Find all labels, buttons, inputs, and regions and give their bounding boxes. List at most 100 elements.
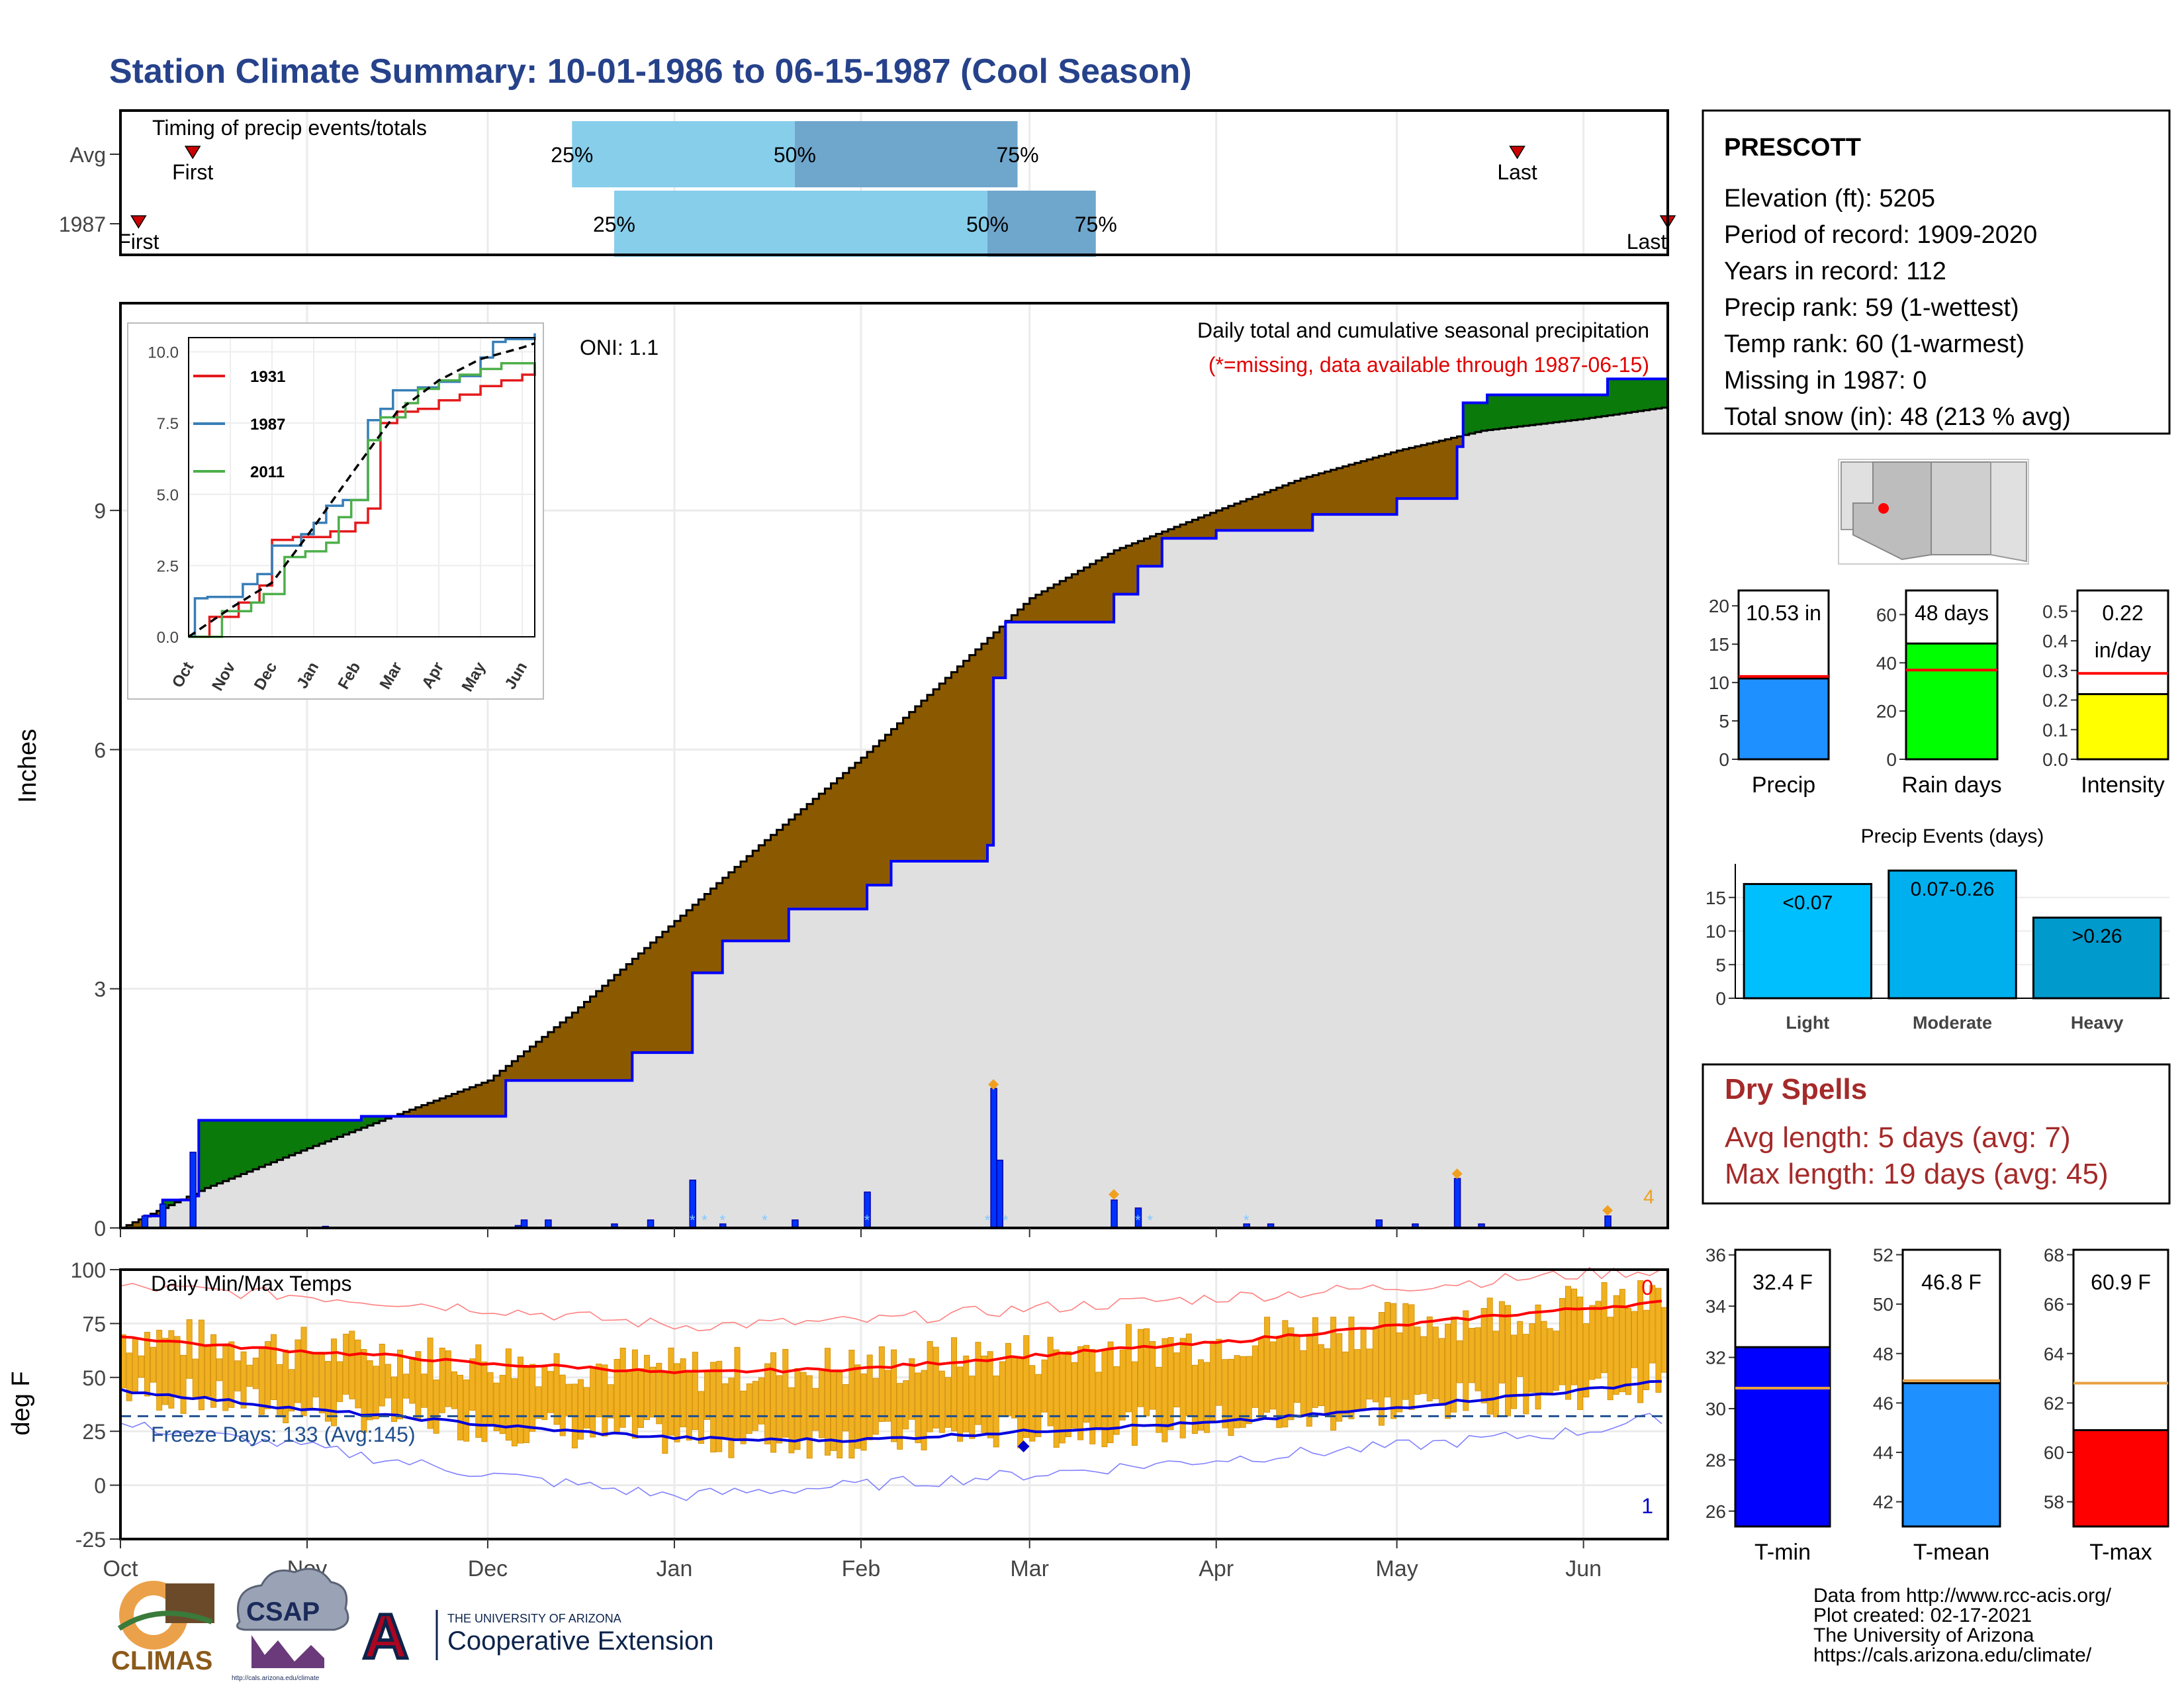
inset-y-tick: 7.5 <box>157 415 179 433</box>
daily-temp-bar <box>1432 1327 1439 1399</box>
daily-temp-bar <box>1408 1304 1415 1410</box>
daily-temp-bar <box>1529 1323 1535 1393</box>
departure-segment <box>734 867 741 941</box>
departure-segment <box>1475 402 1482 432</box>
cumulative-fill-segment <box>541 1080 549 1228</box>
small-y-tick: 60 <box>2044 1442 2064 1463</box>
cumulative-fill-segment <box>903 861 910 1228</box>
daily-temp-bar <box>891 1349 897 1442</box>
cumulative-fill-segment <box>975 861 982 1228</box>
departure-segment <box>529 1047 537 1081</box>
departure-segment <box>1571 395 1578 420</box>
cumulative-fill-segment <box>1385 514 1392 1228</box>
departure-segment <box>1625 379 1633 413</box>
cumulative-fill-segment <box>1414 498 1422 1228</box>
footer-line: Data from http://www.rcc-acis.org/ <box>1813 1585 2112 1607</box>
daily-temp-bar <box>704 1371 711 1420</box>
observed-cumulative-line <box>120 377 1669 1229</box>
daily-temp-bar <box>758 1377 764 1425</box>
daily-temp-bar <box>1631 1311 1638 1368</box>
daily-temp-bar <box>192 1358 199 1400</box>
cumulative-fill-segment <box>1408 498 1416 1228</box>
footer-line: Plot created: 02-17-2021 <box>1813 1605 2032 1626</box>
inset-frame <box>188 337 535 637</box>
departure-segment <box>355 1120 362 1131</box>
daily-temp-bar <box>271 1334 277 1400</box>
daily-temp-bar <box>770 1352 777 1453</box>
event-category-label: Moderate <box>1913 1013 1992 1033</box>
cumulative-fill-segment <box>180 1199 187 1228</box>
cumulative-fill-segment <box>1601 416 1608 1228</box>
cumulative-fill-segment <box>1565 420 1572 1228</box>
cumulative-fill-segment <box>734 941 741 1228</box>
temp-y-tick: 100 <box>71 1258 106 1282</box>
cumulative-fill-segment <box>1144 566 1151 1228</box>
daily-temp-bar <box>1173 1352 1180 1407</box>
daily-temp-bar <box>1517 1321 1524 1377</box>
daily-temp-bar <box>1107 1341 1114 1444</box>
departure-segment <box>1288 483 1295 531</box>
daily-temp-bar <box>1451 1316 1457 1413</box>
cumulative-fill-segment <box>776 941 784 1228</box>
departure-segment <box>379 1116 386 1121</box>
daily-temp-bar <box>1005 1342 1011 1417</box>
daily-temp-bar <box>818 1369 825 1438</box>
departure-segment <box>1493 395 1500 430</box>
cumulative-fill-segment <box>848 909 856 1228</box>
daily-temp-bar <box>878 1346 885 1422</box>
daily-temp-bar <box>144 1332 150 1397</box>
last-event-label: Last <box>1497 160 1537 184</box>
departure-segment <box>951 672 958 862</box>
cumulative-fill-segment <box>1396 498 1404 1228</box>
small-y-tick: 10 <box>1709 673 1729 693</box>
snow-flag: * <box>762 1212 768 1229</box>
departure-segment <box>1505 395 1512 428</box>
daily-temp-bar <box>1420 1336 1427 1394</box>
cumulative-fill-segment <box>523 1080 531 1228</box>
cumulative-fill-segment <box>1439 498 1446 1228</box>
cumulative-fill-segment <box>1204 538 1211 1229</box>
departure-segment <box>987 637 994 845</box>
departure-segment <box>457 1092 465 1117</box>
daily-temp-bar <box>577 1379 584 1440</box>
departure-segment <box>1161 531 1169 539</box>
daily-precip-bar <box>996 1159 1003 1229</box>
daily-temp-bar <box>619 1348 626 1428</box>
timing-row-label: 1987 <box>59 212 106 236</box>
ua-logo-bottom: Cooperative Extension <box>447 1626 713 1656</box>
departure-segment <box>1167 529 1175 539</box>
record-max-line <box>120 1266 1662 1332</box>
departure-segment <box>1312 475 1319 515</box>
daily-temp-bar <box>999 1361 1005 1417</box>
daily-temp-bar <box>1360 1329 1367 1409</box>
daily-temp-bar <box>385 1364 391 1399</box>
cumulative-fill-segment <box>747 941 753 1228</box>
departure-segment <box>1396 450 1404 499</box>
daily-temp-bar <box>1023 1335 1030 1438</box>
daily-temp-bar <box>246 1364 253 1387</box>
departure-segment <box>506 1066 512 1081</box>
y-tick-label: 6 <box>94 738 106 762</box>
cumulative-fill-segment <box>325 1141 332 1228</box>
departure-segment <box>469 1087 477 1117</box>
daily-temp-bar <box>204 1345 210 1397</box>
cumulative-fill-segment <box>1083 622 1091 1228</box>
departure-segment <box>945 678 952 862</box>
daily-temp-bar <box>390 1376 397 1423</box>
departure-segment <box>1144 538 1151 567</box>
daily-temp-bar <box>1276 1335 1283 1429</box>
inset-series-line <box>189 361 536 638</box>
daily-precip-bar <box>141 1215 149 1229</box>
daily-temp-bar <box>427 1337 433 1429</box>
departure-segment <box>421 1105 428 1117</box>
daily-temp-bar <box>1559 1297 1565 1385</box>
cumulative-fill-segment <box>1487 430 1494 1229</box>
departure-segment <box>487 1080 494 1117</box>
departure-segment <box>205 1120 212 1188</box>
daily-temp-bar <box>415 1351 422 1420</box>
x-month-label: Feb <box>842 1556 881 1581</box>
departure-segment <box>993 632 1000 679</box>
departure-segment <box>813 798 819 910</box>
departure-segment <box>313 1120 320 1147</box>
cumulative-fill-segment <box>722 941 729 1228</box>
